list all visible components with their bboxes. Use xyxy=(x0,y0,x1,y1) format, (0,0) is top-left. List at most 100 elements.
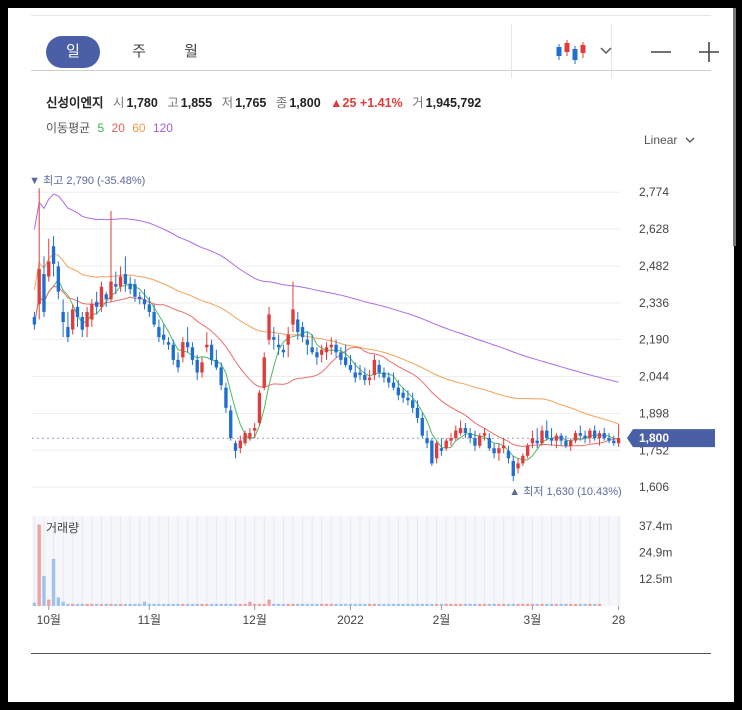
candle xyxy=(339,347,343,365)
scale-select-label: Linear xyxy=(644,133,678,147)
candle xyxy=(487,433,491,451)
candle-body xyxy=(444,440,448,449)
volume-bar xyxy=(219,603,223,606)
candle-body xyxy=(415,407,420,418)
volume-label: 거 xyxy=(412,96,424,110)
candle xyxy=(482,428,487,441)
candle-body xyxy=(157,327,161,338)
last-price-tag xyxy=(627,429,715,448)
candle xyxy=(578,425,582,441)
candle-body xyxy=(262,357,266,388)
open-value: 1,780 xyxy=(126,96,158,110)
candle xyxy=(190,342,195,365)
volume-bar xyxy=(224,603,228,606)
volume-bar xyxy=(128,603,132,606)
candle-body xyxy=(200,362,204,373)
candle xyxy=(502,438,506,454)
period-day-button[interactable]: 일 xyxy=(46,36,100,68)
ma-120-line xyxy=(33,193,619,383)
candle-body xyxy=(195,359,199,373)
candle-body xyxy=(602,433,606,439)
candle-body xyxy=(391,382,396,388)
candle xyxy=(320,344,324,363)
volume-bar xyxy=(492,603,496,606)
volume-bar xyxy=(147,603,151,606)
candle xyxy=(305,332,310,355)
candle-body xyxy=(296,319,300,333)
candle xyxy=(592,425,597,441)
x-tick-label: 11월 xyxy=(138,613,162,627)
candle-body xyxy=(305,339,310,345)
x-tick-label: 3월 xyxy=(524,613,542,627)
candle xyxy=(324,342,329,360)
period-month-button[interactable]: 월 xyxy=(184,43,198,60)
candle-body xyxy=(128,284,132,290)
candle xyxy=(540,425,544,446)
candle-body xyxy=(511,460,515,477)
minus-icon[interactable] xyxy=(647,38,675,66)
candle-body xyxy=(51,246,56,264)
volume-bar xyxy=(334,603,338,606)
price-tick-label: 2,482 xyxy=(639,259,669,273)
ma-legend-label: 이동평균 xyxy=(46,121,91,135)
candle xyxy=(90,299,94,328)
volume-bar xyxy=(133,603,137,606)
volume-value: 1,945,792 xyxy=(425,96,482,110)
candle-body xyxy=(406,397,410,401)
volume-bar xyxy=(157,603,161,606)
volume-bar xyxy=(597,603,602,606)
candle xyxy=(99,281,104,312)
candle xyxy=(291,281,295,333)
candle xyxy=(377,359,381,378)
candle xyxy=(444,438,448,451)
candle xyxy=(554,433,559,449)
volume-bar xyxy=(592,603,597,606)
candle-body xyxy=(138,296,142,300)
volume-bar xyxy=(94,603,99,606)
candle-body xyxy=(411,400,415,408)
volume-bar xyxy=(516,603,520,606)
candle xyxy=(363,367,367,386)
candle-body xyxy=(492,448,496,454)
price-chart[interactable]: 2,7742,6282,4822,3362,1902,0441,8981,752… xyxy=(8,8,734,648)
ma-120-label: 120 xyxy=(152,121,173,135)
candle-body xyxy=(516,463,520,469)
volume-bar xyxy=(272,603,276,606)
candle-body xyxy=(334,344,338,353)
candle-body xyxy=(367,377,372,381)
volume-title: 거래량 xyxy=(46,521,79,535)
scale-select[interactable]: Linear xyxy=(644,133,695,147)
candle-body xyxy=(502,445,506,449)
chevron-down-icon[interactable] xyxy=(598,40,614,60)
candle xyxy=(521,453,525,466)
candle-body xyxy=(478,435,482,446)
chevron-down-icon xyxy=(685,137,695,143)
candlestick-icon[interactable] xyxy=(553,38,589,66)
candle xyxy=(425,430,429,449)
volume-bar xyxy=(47,599,51,606)
volume-bar xyxy=(458,603,463,606)
candle-body xyxy=(42,274,46,312)
ma-5-label: 5 xyxy=(97,121,105,135)
candle xyxy=(545,420,549,441)
volume-bar xyxy=(573,603,578,606)
candle-body xyxy=(482,433,487,436)
volume-bar xyxy=(583,603,587,606)
moving-average-legend[interactable]: 이동평균 5 20 60 120 xyxy=(46,119,177,136)
price-tick-label: 2,774 xyxy=(639,185,669,199)
candle-body xyxy=(564,440,568,446)
candle xyxy=(569,438,573,451)
change-value: ▲25 +1.41% xyxy=(330,96,403,110)
candle xyxy=(353,362,357,383)
candle xyxy=(104,291,108,307)
volume-bar xyxy=(382,603,386,606)
candle-body xyxy=(142,299,147,305)
volume-bar xyxy=(238,603,242,606)
candle-body xyxy=(118,276,123,287)
plus-icon[interactable] xyxy=(695,38,723,66)
volume-bar xyxy=(90,603,94,606)
candle xyxy=(434,440,439,464)
period-week-button[interactable]: 주 xyxy=(132,43,146,60)
scrollbar[interactable] xyxy=(733,8,736,246)
candle xyxy=(80,311,84,338)
